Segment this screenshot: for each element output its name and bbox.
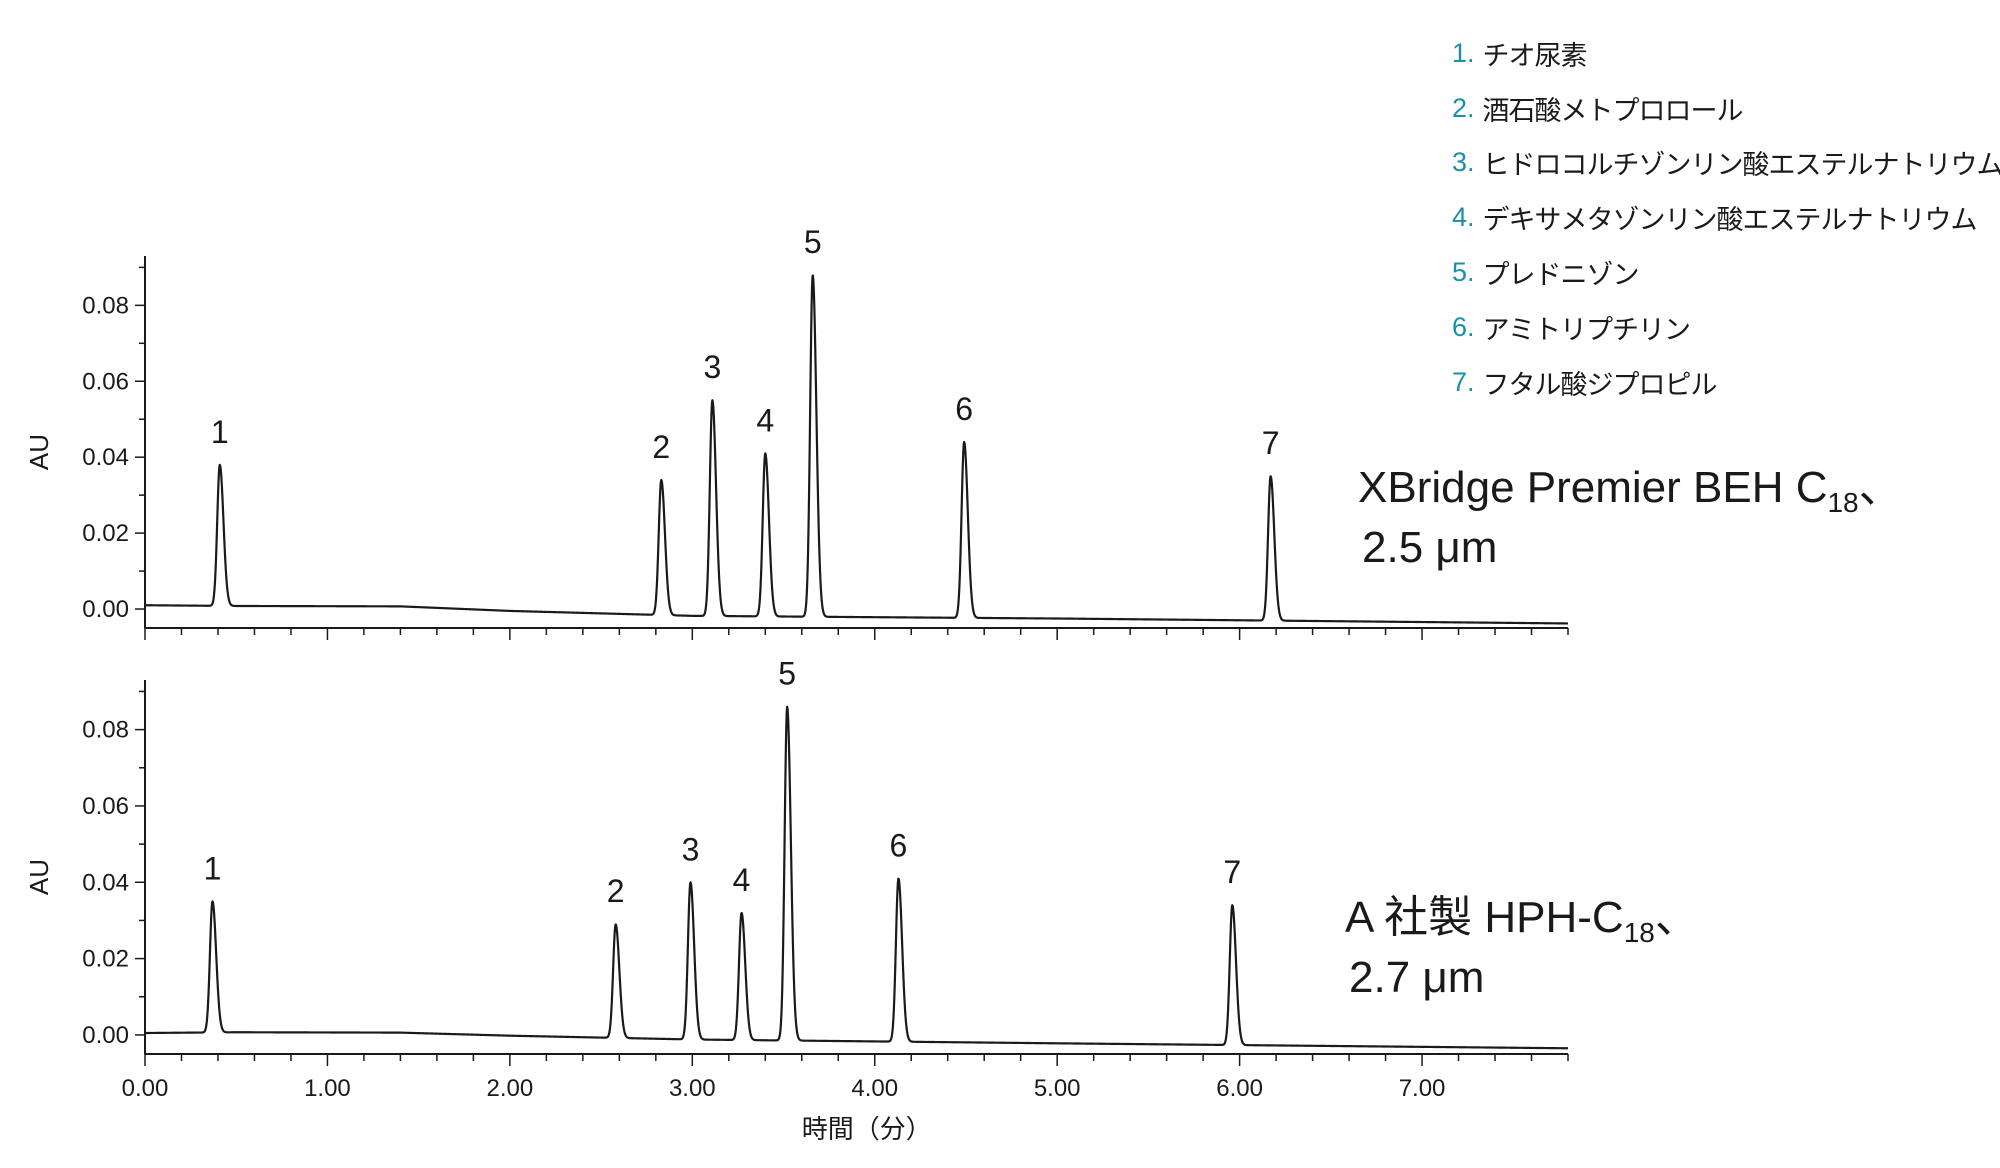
peak-label: 3	[703, 349, 721, 385]
legend-number: 4.	[1452, 202, 1475, 233]
x-tick-label: 5.00	[1034, 1075, 1081, 1102]
legend-item: 6. アミトリプチリン	[1452, 300, 2000, 355]
peak-label: 5	[778, 656, 796, 692]
legend-number: 6.	[1452, 311, 1475, 342]
column-name-label: A 社製 HPH-C18、	[1345, 893, 1699, 948]
peak-label: 1	[211, 414, 229, 450]
x-axis-title: 時間（分）	[802, 1114, 932, 1144]
x-tick-label: 1.00	[304, 1075, 351, 1102]
legend-item: 1. チオ尿素	[1452, 26, 2000, 81]
chromatogram-panel: 0.00 0.02 0.04 0.06 0.08 AU 1 2 34 5 6 7 XBridge Pre…	[24, 224, 1903, 640]
particle-size-label: 2.5 μm	[1362, 523, 1497, 572]
legend-compound-name: 酒石酸メトプロロール	[1482, 95, 1744, 127]
y-tick-label: 0.00	[82, 596, 129, 623]
peak-label: 6	[890, 827, 908, 863]
peak-label: 6	[955, 391, 973, 427]
y-tick-label: 0.06	[82, 368, 129, 395]
x-tick-label: 6.00	[1216, 1075, 1263, 1102]
legend-item: 2. 酒石酸メトプロロール	[1452, 81, 2000, 136]
y-tick-label: 0.06	[82, 793, 129, 820]
peak-label: 7	[1223, 854, 1241, 890]
legend-number: 3.	[1452, 147, 1475, 178]
legend-compound-name: ヒドロコルチゾンリン酸エステルナトリウム	[1482, 150, 2000, 182]
column-name-label: XBridge Premier BEH C18、	[1358, 463, 1903, 518]
legend-number: 7.	[1452, 366, 1475, 397]
peak-label: 2	[652, 429, 670, 465]
y-tick-label: 0.04	[82, 869, 129, 896]
y-tick-label: 0.00	[82, 1022, 129, 1049]
legend-item: 4. デキサメタゾンリン酸エステルナトリウム	[1452, 190, 2000, 245]
y-tick-label: 0.02	[82, 946, 129, 973]
legend-item: 5. プレドニゾン	[1452, 245, 2000, 300]
legend-number: 2.	[1452, 92, 1475, 123]
y-tick-label: 0.04	[82, 444, 129, 471]
legend-compound-name: アミトリプチリン	[1482, 314, 1691, 346]
particle-size-label: 2.7 μm	[1349, 953, 1484, 1002]
legend-item: 3. ヒドロコルチゾンリン酸エステルナトリウム	[1452, 136, 2000, 191]
y-axis-title: AU	[24, 434, 54, 470]
peak-label: 4	[756, 402, 774, 438]
peak-label: 1	[204, 850, 222, 886]
legend-number: 1.	[1452, 37, 1475, 68]
y-tick-label: 0.08	[82, 292, 129, 319]
x-tick-label: 0.00	[122, 1075, 169, 1102]
legend-compound-name: デキサメタゾンリン酸エステルナトリウム	[1482, 205, 1978, 237]
y-tick-label: 0.02	[82, 520, 129, 547]
peak-label: 7	[1262, 425, 1280, 461]
legend-compound-name: フタル酸ジプロピル	[1482, 369, 1718, 401]
legend-compound-name: チオ尿素	[1482, 40, 1588, 72]
peak-label: 5	[804, 224, 822, 260]
x-tick-label: 4.00	[851, 1075, 898, 1102]
x-tick-label: 2.00	[487, 1075, 534, 1102]
y-axis-title: AU	[24, 859, 54, 895]
y-tick-label: 0.08	[82, 717, 129, 744]
chromatogram-trace	[144, 705, 1569, 1050]
peak-label: 2	[607, 873, 625, 909]
legend-number: 5.	[1452, 257, 1475, 288]
x-tick-label: 3.00	[669, 1075, 716, 1102]
x-tick-label: 7.00	[1399, 1075, 1446, 1102]
chromatogram-panel: 0.00 0.02 0.04 0.06 0.08 AU 0.00 1.00 2.00 3.00 4.…	[24, 656, 1699, 1144]
peak-label: 3	[682, 831, 700, 867]
legend-compound-name: プレドニゾン	[1482, 260, 1640, 292]
compound-legend: 1. チオ尿素 2. 酒石酸メトプロロール 3. ヒドロコルチゾンリン酸エステル…	[1452, 26, 2000, 410]
peak-label: 4	[733, 862, 751, 898]
chromatogram-trace	[144, 274, 1569, 625]
legend-item: 7. フタル酸ジプロピル	[1452, 355, 2000, 410]
